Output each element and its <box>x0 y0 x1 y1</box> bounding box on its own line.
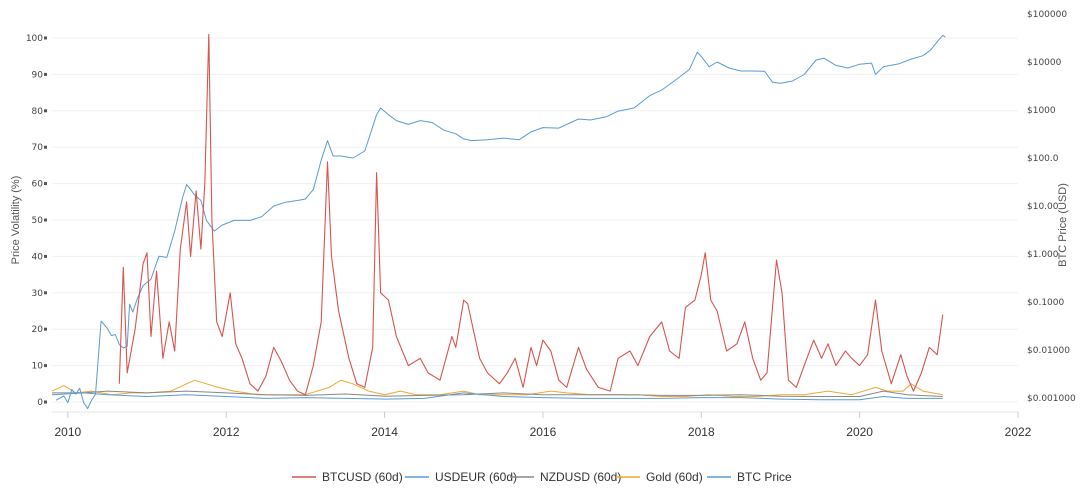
legend-label: BTC Price <box>737 470 792 484</box>
legend-label: Gold (60d) <box>646 470 703 484</box>
y-left-tick-mark <box>44 218 47 222</box>
y-left-tick-label: 50 <box>32 216 44 226</box>
series-line-btc-price <box>55 34 946 410</box>
y-right-tick-label: $100.0 <box>1027 154 1059 164</box>
y-right-tick-label: $1000 <box>1027 106 1056 116</box>
y-left-tick-mark <box>44 109 47 113</box>
x-tick-label: 2020 <box>846 425 873 439</box>
y-left-tick-label: 0 <box>37 398 43 408</box>
y-right-tick-label: $0.1000 <box>1027 298 1064 308</box>
legend-item[interactable]: Gold (60d) <box>616 470 703 484</box>
y-left-tick-mark <box>44 145 47 149</box>
legend-item[interactable]: NZDUSD (60d) <box>510 470 621 484</box>
y-left-tick-mark <box>44 254 47 258</box>
legend-item[interactable]: USDEUR (60d) <box>405 470 517 484</box>
y-axis-left: 0 10 20 30 40 50 60 70 80 90 100 <box>26 34 47 408</box>
y-left-tick-mark <box>44 36 47 40</box>
x-tick-label: 2016 <box>530 425 557 439</box>
y-left-tick-mark <box>44 291 47 295</box>
y-left-tick-label: 80 <box>32 107 44 117</box>
series-line-gold-60d <box>51 379 943 397</box>
y-left-tick-mark <box>44 400 47 404</box>
y-axis-right: $0.001000 $0.01000 $0.1000 $1.000 $10.00 $100… <box>1027 10 1076 404</box>
y-right-tick-label: $0.001000 <box>1027 394 1076 404</box>
legend-item[interactable]: BTCUSD (60d) <box>292 470 403 484</box>
y-left-tick-label: 30 <box>32 289 44 299</box>
grid-lines <box>52 37 1018 403</box>
x-tick-label: 2012 <box>213 425 240 439</box>
y-axis-right-title: BTC Price (USD) <box>1057 183 1069 267</box>
x-tick-label: 2022 <box>1005 425 1032 439</box>
y-left-tick-label: 20 <box>32 325 44 335</box>
x-tick-label: 2010 <box>54 425 81 439</box>
y-right-tick-label: $10.00 <box>1027 202 1059 212</box>
x-axis: 2010 2012 2014 2016 2018 2020 2022 <box>52 411 1032 439</box>
y-right-tick-label: $0.01000 <box>1027 346 1070 356</box>
y-right-tick-label: $100000 <box>1027 10 1067 20</box>
series-line-usdeur-60d <box>51 392 943 401</box>
y-left-tick-label: 40 <box>32 252 44 262</box>
y-right-tick-label: $1.000 <box>1027 250 1059 260</box>
y-left-tick-mark <box>44 364 47 368</box>
y-left-tick-mark <box>44 327 47 331</box>
legend-label: NZDUSD (60d) <box>540 470 621 484</box>
y-left-tick-label: 70 <box>32 143 44 153</box>
legend[interactable]: BTCUSD (60d) USDEUR (60d) NZDUSD (60d) Gold… <box>292 470 792 484</box>
y-left-tick-label: 90 <box>32 70 44 80</box>
legend-label: USDEUR (60d) <box>435 470 517 484</box>
plot-area <box>51 33 946 410</box>
y-left-tick-mark <box>44 72 47 76</box>
legend-label: BTCUSD (60d) <box>322 470 403 484</box>
y-right-tick-label: $10000 <box>1027 58 1062 68</box>
y-left-tick-label: 100 <box>26 34 43 44</box>
series-line-btcusd-60d <box>118 33 944 396</box>
y-axis-left-title: Price Volatility (%) <box>10 176 22 265</box>
x-tick-label: 2014 <box>371 425 398 439</box>
y-left-tick-label: 60 <box>32 180 44 190</box>
y-left-tick-mark <box>44 182 47 186</box>
legend-item[interactable]: BTC Price <box>707 470 792 484</box>
y-left-tick-label: 10 <box>32 362 44 372</box>
series-line-nzdusd-60d <box>52 390 943 397</box>
x-tick-label: 2018 <box>688 425 715 439</box>
